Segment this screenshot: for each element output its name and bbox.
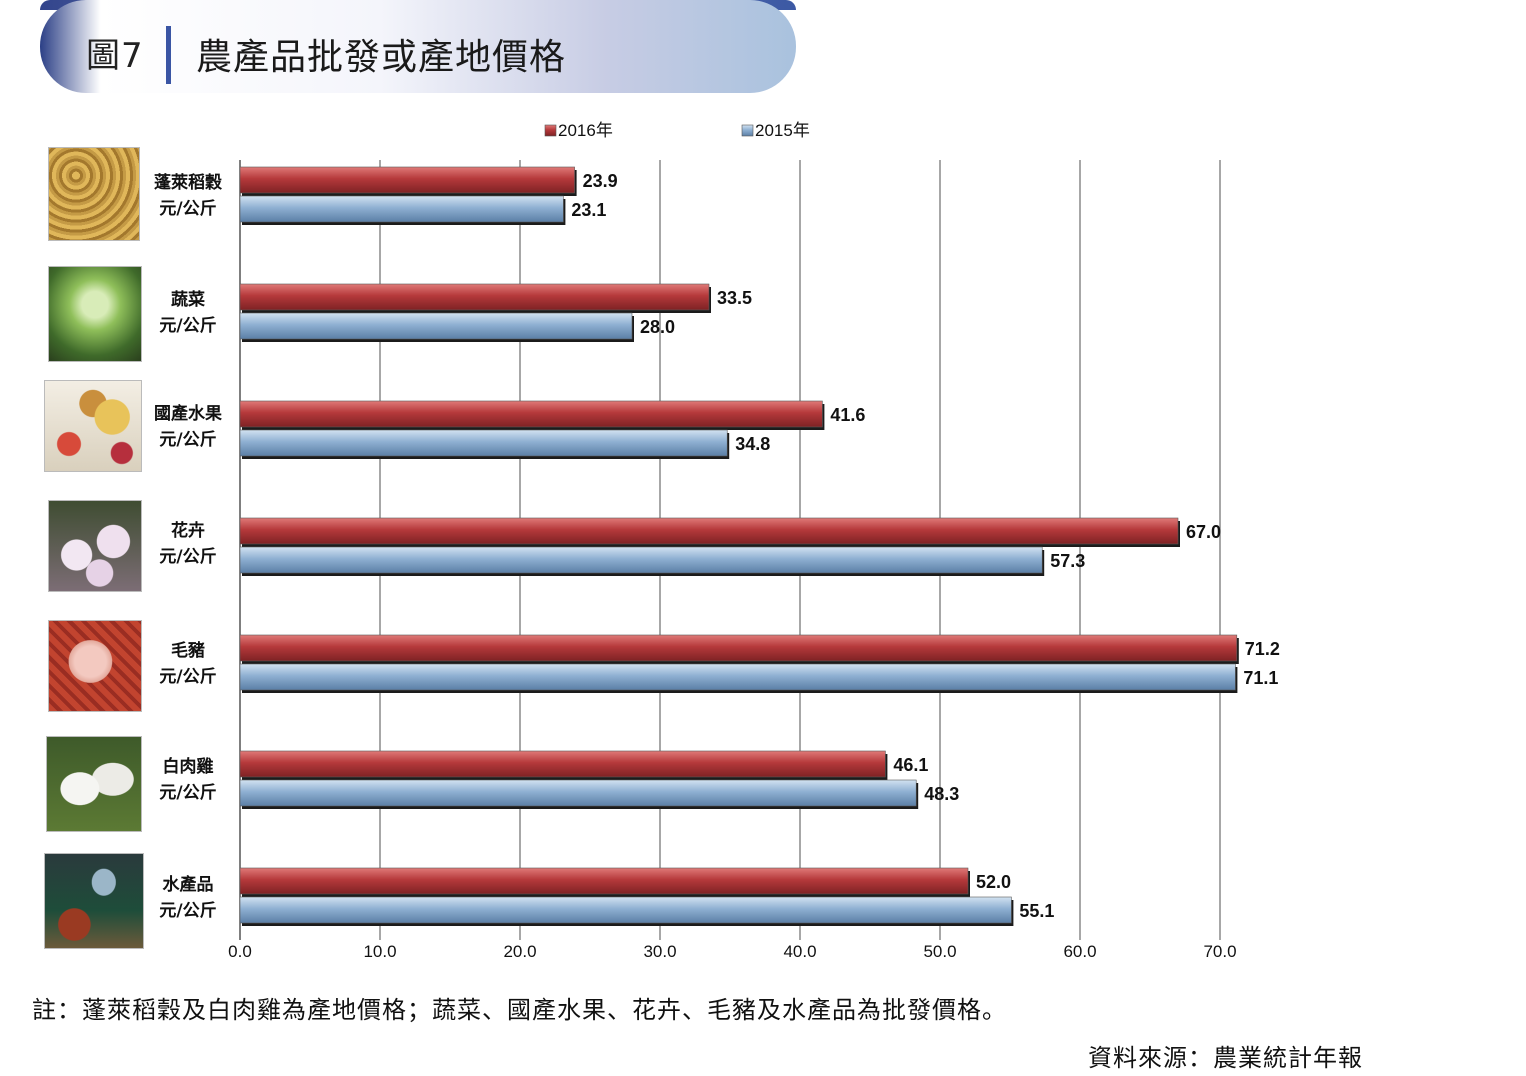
category-name: 水產品 — [162, 875, 214, 895]
bar-2016 — [239, 283, 710, 311]
bar-2015 — [239, 429, 728, 457]
data-label: 33.5 — [717, 288, 752, 308]
bar-2015 — [239, 896, 1012, 924]
category-unit: 元/公斤 — [159, 316, 217, 336]
data-label: 71.2 — [1245, 639, 1280, 659]
cabbage-photo — [48, 266, 142, 362]
category-label: 毛豬 元/公斤 — [133, 638, 243, 690]
category-unit: 元/公斤 — [159, 547, 217, 567]
category-label: 國產水果 元/公斤 — [133, 401, 243, 453]
bar-2016 — [239, 517, 1179, 545]
legend-label: 2015年 — [755, 121, 810, 140]
category-name: 花卉 — [171, 521, 205, 541]
category-label: 白肉雞 元/公斤 — [133, 754, 243, 806]
category-unit: 元/公斤 — [159, 430, 217, 450]
bar-2016 — [239, 750, 886, 778]
footnote: 註：蓬萊稻穀及白肉雞為產地價格；蔬菜、國產水果、花卉、毛豬及水產品為批發價格。 — [32, 996, 1007, 1024]
x-tick-label: 40.0 — [783, 942, 816, 961]
data-label: 57.3 — [1050, 551, 1085, 571]
title-separator — [166, 26, 171, 84]
data-label: 55.1 — [1019, 901, 1054, 921]
category-unit: 元/公斤 — [159, 783, 217, 803]
pig-photo — [48, 620, 142, 712]
rice-photo — [48, 147, 140, 241]
chicken-photo — [46, 736, 142, 832]
flower-photo — [48, 500, 142, 592]
x-tick-label: 50.0 — [923, 942, 956, 961]
figure-number: 圖7 — [86, 36, 144, 76]
legend-swatch — [741, 124, 754, 137]
x-tick-label: 0.0 — [228, 942, 252, 961]
legend-swatch — [544, 124, 557, 137]
bar-2016 — [239, 400, 823, 428]
bar-2015 — [239, 312, 633, 340]
category-name: 國產水果 — [154, 404, 222, 424]
category-unit: 元/公斤 — [159, 199, 217, 219]
x-tick-label: 30.0 — [643, 942, 676, 961]
data-label: 41.6 — [830, 405, 865, 425]
bar-2015 — [239, 779, 917, 807]
x-tick-label: 70.0 — [1203, 942, 1236, 961]
data-label: 23.9 — [583, 171, 618, 191]
category-unit: 元/公斤 — [159, 667, 217, 687]
x-tick-label: 10.0 — [363, 942, 396, 961]
data-label: 23.1 — [571, 200, 606, 220]
category-unit: 元/公斤 — [159, 901, 217, 921]
source-credit: 資料來源：農業統計年報 — [1088, 1044, 1363, 1072]
page-title: 農產品批發或產地價格 — [196, 37, 567, 78]
data-label: 28.0 — [640, 317, 675, 337]
category-name: 白肉雞 — [162, 757, 214, 777]
fish-photo — [44, 853, 144, 949]
category-label: 蔬菜 元/公斤 — [133, 287, 243, 339]
bar-2016 — [239, 166, 575, 194]
data-label: 67.0 — [1186, 522, 1221, 542]
x-tick-label: 20.0 — [503, 942, 536, 961]
bar-2016 — [239, 634, 1238, 662]
category-label: 花卉 元/公斤 — [133, 518, 243, 570]
data-label: 46.1 — [893, 755, 928, 775]
bar-2016 — [239, 867, 969, 895]
data-label: 52.0 — [976, 872, 1011, 892]
category-name: 毛豬 — [171, 641, 205, 661]
x-tick-label: 60.0 — [1063, 942, 1096, 961]
bar-2015 — [239, 195, 564, 223]
legend-label: 2016年 — [558, 121, 613, 140]
category-name: 蓬萊稻穀 — [154, 173, 222, 193]
data-label: 34.8 — [735, 434, 770, 454]
fruit-photo — [44, 380, 142, 472]
category-label: 水產品 元/公斤 — [133, 872, 243, 924]
data-label: 48.3 — [924, 784, 959, 804]
bar-2015 — [239, 663, 1236, 691]
category-name: 蔬菜 — [171, 290, 205, 310]
data-label: 71.1 — [1243, 668, 1278, 688]
bar-2015 — [239, 546, 1043, 574]
category-label: 蓬萊稻穀 元/公斤 — [133, 170, 243, 222]
